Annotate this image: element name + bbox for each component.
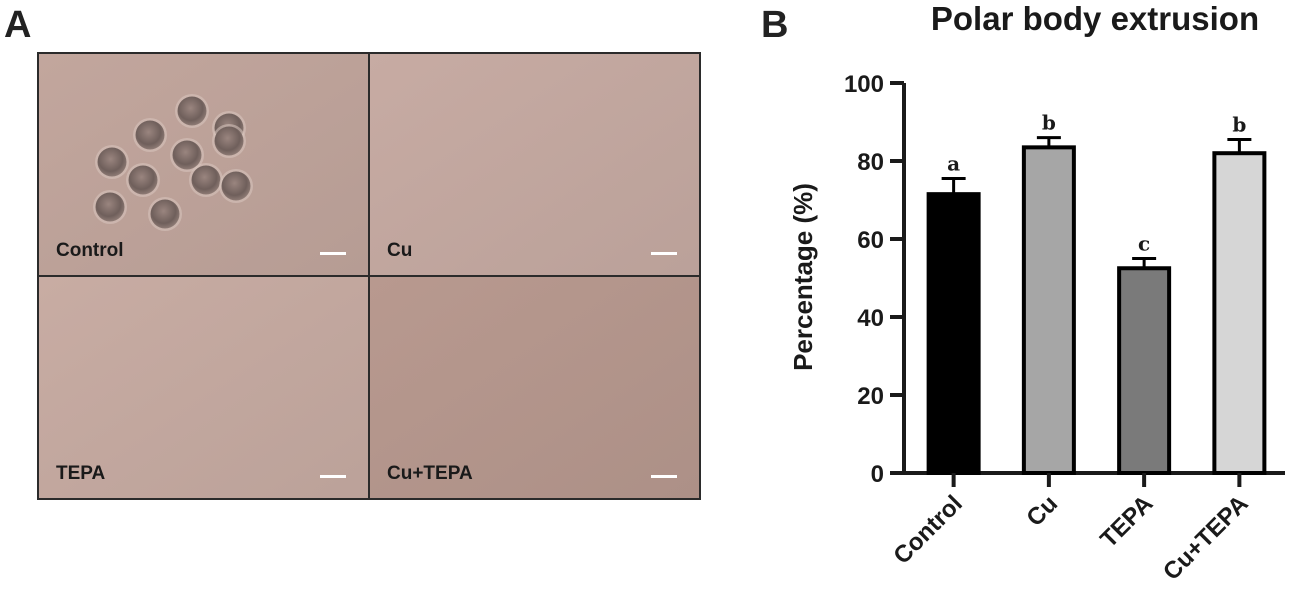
- bar-cu: [1021, 145, 1076, 475]
- y-tick-label: 100: [844, 71, 884, 98]
- oocyte: [128, 165, 158, 195]
- y-tick-label: 60: [857, 227, 884, 254]
- micrograph-image: [370, 54, 699, 275]
- oocyte: [214, 126, 244, 156]
- oocyte: [135, 120, 165, 150]
- micrograph-label-cu-tepa: Cu+TEPA: [387, 463, 473, 484]
- y-tick-label: 0: [871, 461, 884, 488]
- oocyte: [191, 165, 221, 195]
- oocyte: [95, 192, 125, 222]
- scale-bar: [320, 252, 346, 255]
- y-tick-label: 20: [857, 383, 884, 410]
- micrograph-image: [39, 54, 368, 275]
- bar-control: [926, 192, 981, 475]
- micrograph-cu: Cu: [370, 54, 699, 275]
- oocyte: [172, 140, 202, 170]
- bar-tepa: [1117, 266, 1172, 475]
- significance-label: a: [947, 152, 960, 176]
- x-tick-label: Cu: [1021, 490, 1063, 532]
- micrograph-grid: Control Cu TEPA Cu+TEPA: [37, 52, 701, 500]
- x-tick-label: TEPA: [1095, 490, 1158, 553]
- x-tick-label: Cu+TEPA: [1158, 490, 1254, 586]
- significance-label: c: [1138, 232, 1150, 256]
- oocyte: [221, 171, 251, 201]
- y-axis-label: Percentage (%): [788, 183, 818, 371]
- panel-b-letter: B: [761, 4, 789, 46]
- scale-bar: [320, 475, 346, 478]
- micrograph-control: Control: [39, 54, 368, 275]
- bar-cu-tepa: [1212, 151, 1267, 475]
- x-tick-label: Control: [888, 490, 967, 569]
- micrograph-label-control: Control: [56, 240, 124, 261]
- y-tick-label: 40: [857, 305, 884, 332]
- scale-bar: [651, 252, 677, 255]
- scale-bar: [651, 475, 677, 478]
- micrograph-label-cu: Cu: [387, 240, 413, 261]
- significance-label: b: [1232, 113, 1246, 137]
- micrograph-image: [370, 277, 699, 498]
- oocyte: [97, 147, 127, 177]
- oocyte: [177, 96, 207, 126]
- micrograph-tepa: TEPA: [39, 277, 368, 498]
- chart-title: Polar body extrusion: [931, 0, 1259, 37]
- significance-label: b: [1042, 111, 1056, 135]
- oocyte: [150, 199, 180, 229]
- y-tick-label: 80: [857, 149, 884, 176]
- micrograph-cu-tepa: Cu+TEPA: [370, 277, 699, 498]
- micrograph-image: [39, 277, 368, 498]
- panel-a-letter: A: [4, 4, 32, 46]
- micrograph-label-tepa: TEPA: [56, 463, 106, 484]
